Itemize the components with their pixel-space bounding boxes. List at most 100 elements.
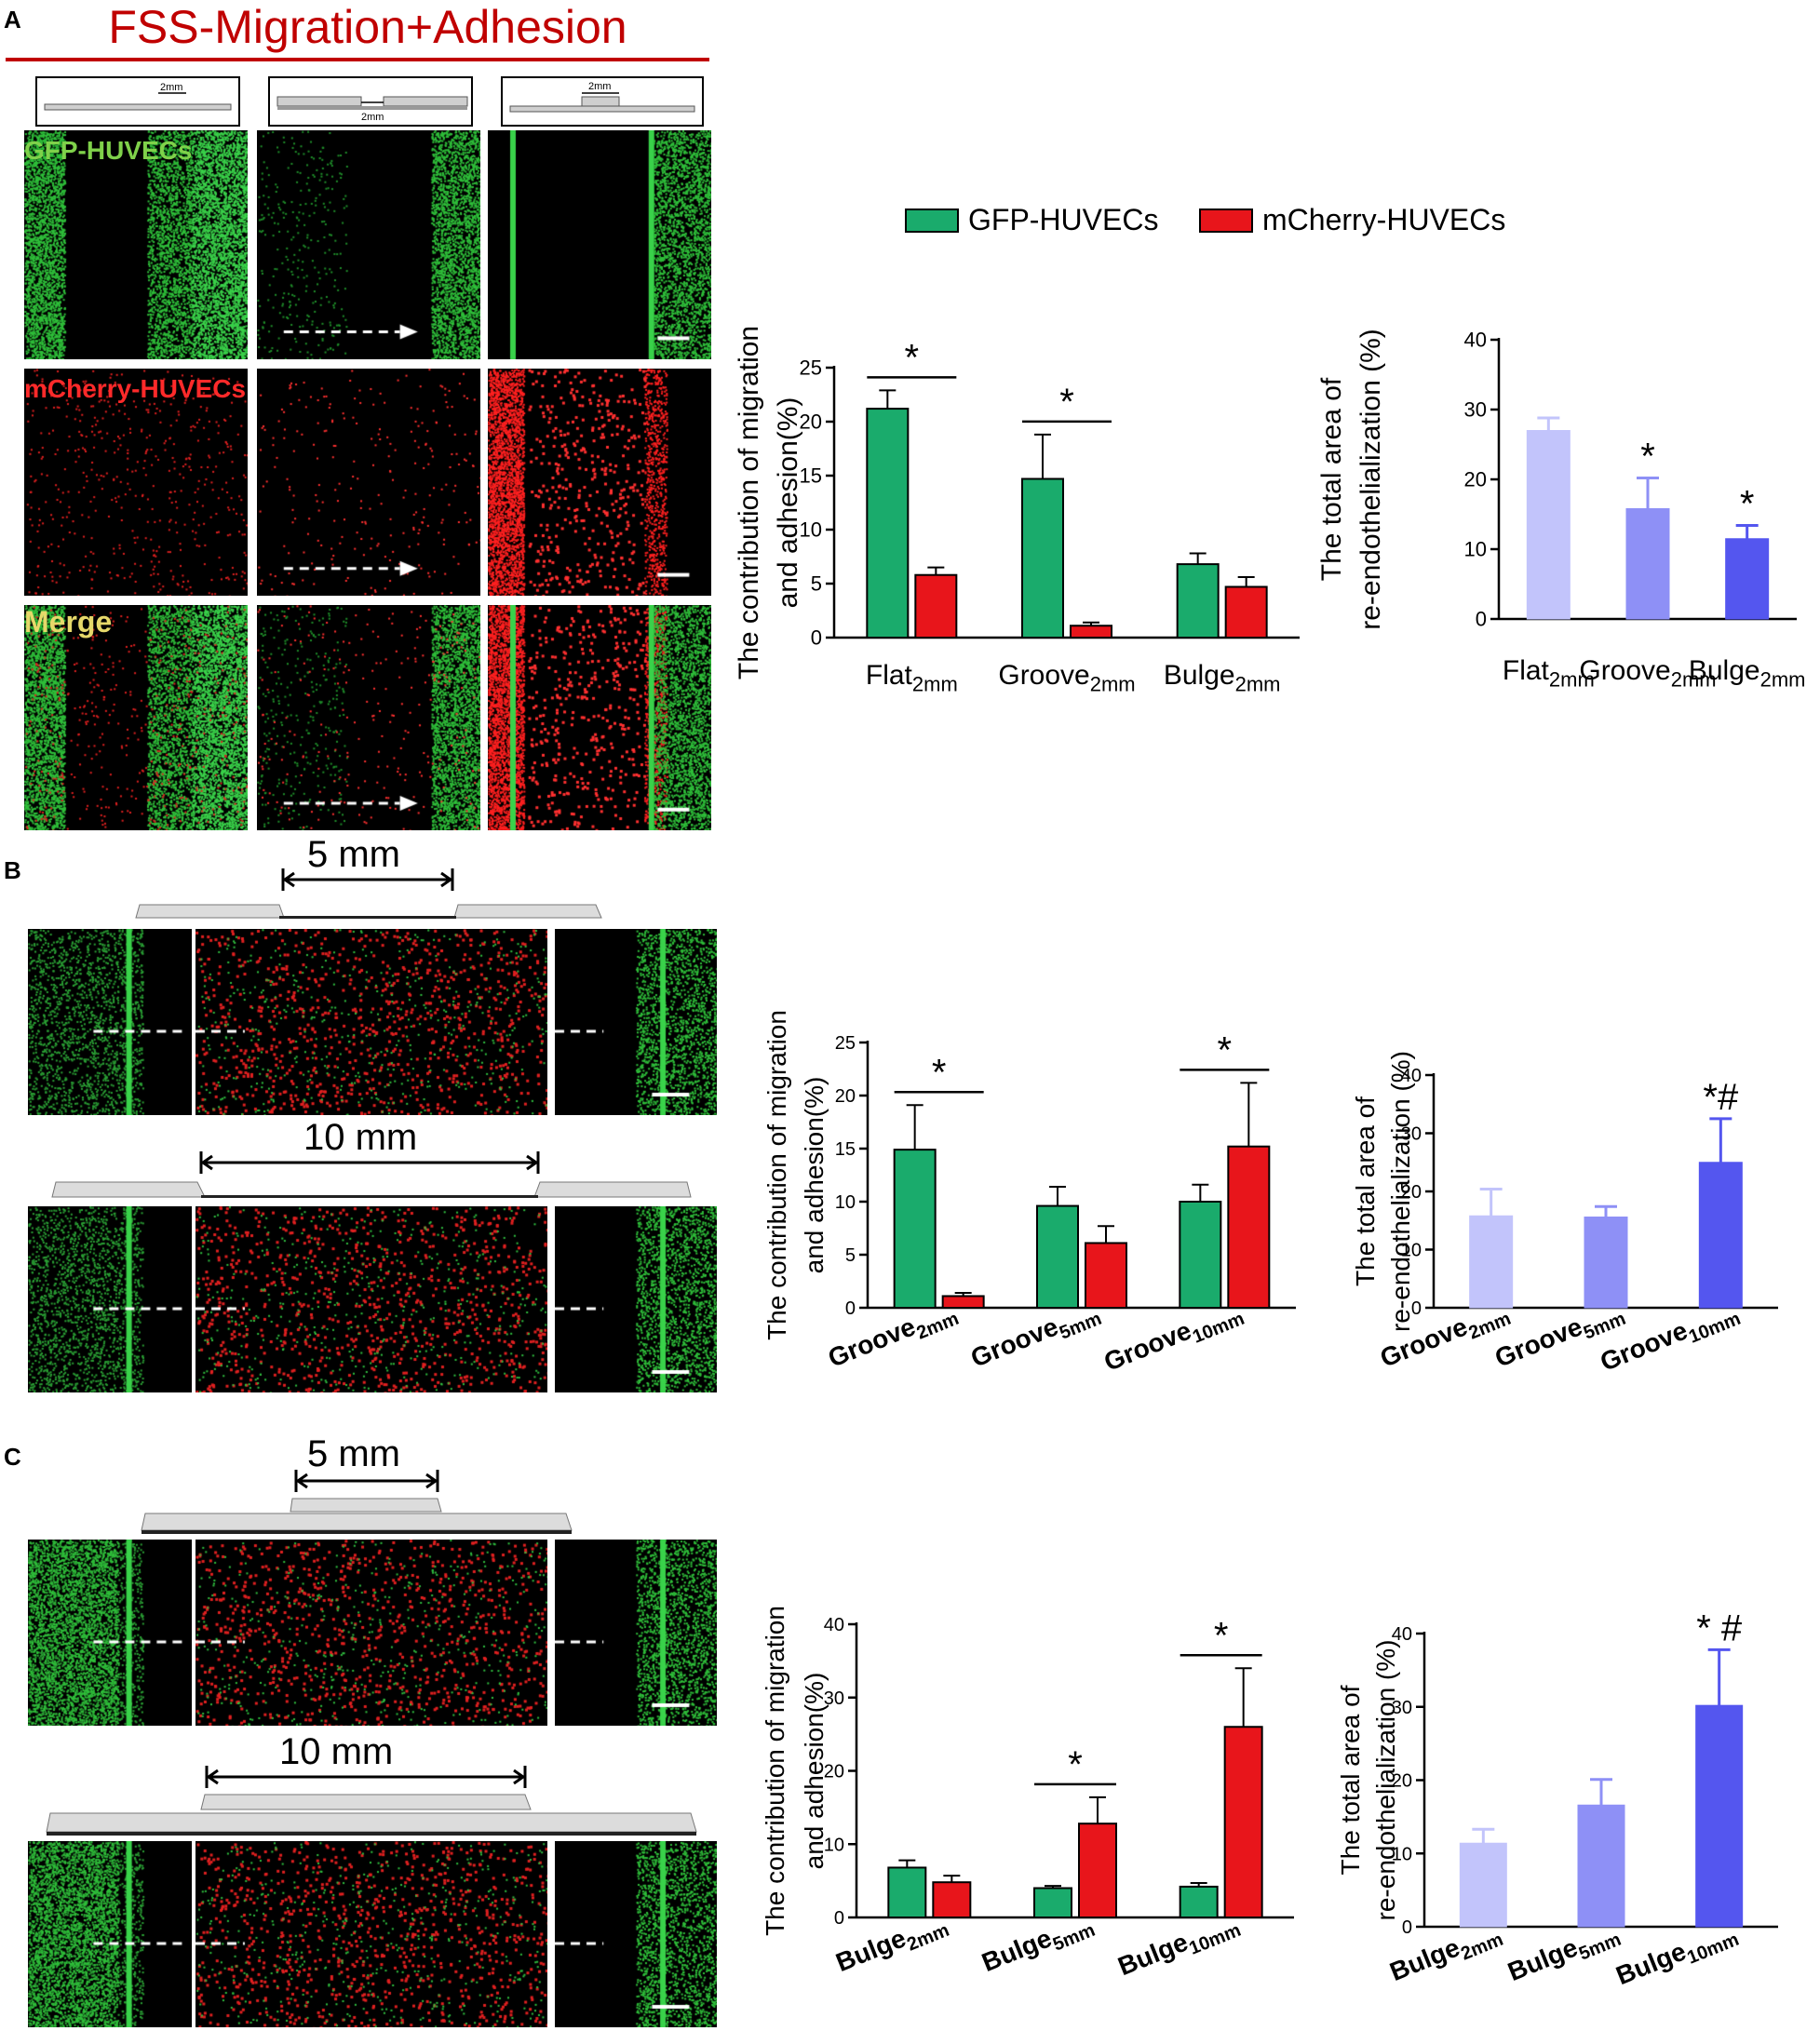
y-tick-label: 20 — [835, 1086, 856, 1107]
dim-c-5mm: 5 mm — [307, 1433, 400, 1474]
micrograph-b-5mm-right — [555, 929, 717, 1115]
bar — [1227, 1145, 1271, 1309]
micrograph-a-merge-groove — [257, 605, 480, 830]
bar — [1033, 1887, 1072, 1918]
bar — [887, 1866, 927, 1919]
bar — [1070, 625, 1112, 639]
title-underline — [6, 58, 709, 61]
micrograph-c-10mm-left — [28, 1841, 192, 2027]
y-tick-label: 5 — [811, 572, 822, 596]
micrograph-a-gfp-flat — [24, 130, 248, 359]
inset-flat: 2mm — [35, 76, 240, 127]
micrograph-c-5mm-right — [555, 1540, 717, 1726]
significance-mark: * — [905, 337, 920, 378]
y-tick-label: 20 — [800, 410, 822, 434]
inset-bulge-label: 2mm — [588, 81, 611, 92]
y-tick-label: 10 — [835, 1192, 856, 1213]
y-axis-label: and adhesion(%) — [800, 1077, 829, 1274]
y-tick-label: 40 — [1401, 1066, 1422, 1086]
y-axis-label: The contribution of migration — [762, 1010, 791, 1340]
y-tick-label: 10 — [800, 518, 822, 542]
micrograph-a-mch-flat — [24, 369, 248, 596]
micrograph-b-10mm-left — [28, 1206, 192, 1392]
x-tick-subscript: 5mm — [1581, 1309, 1629, 1344]
micrograph-a-gfp-bulge — [488, 130, 711, 359]
x-tick-label: Bulge10mm — [1114, 1907, 1245, 1986]
y-axis-label: re-endothelialization (%) — [1386, 1051, 1415, 1332]
x-tick-label: Flat2mm — [1503, 655, 1595, 692]
legend: GFP-HUVECs mCherry-HUVECs — [903, 203, 1545, 240]
bar — [893, 1149, 937, 1309]
bar — [932, 1881, 972, 1919]
bar — [1021, 477, 1064, 639]
bar — [1584, 1217, 1628, 1309]
bar — [1526, 430, 1571, 620]
y-tick-label: 30 — [1392, 1698, 1412, 1718]
micrograph-a-merge-bulge — [488, 605, 711, 830]
x-tick-subscript: 5mm — [1057, 1309, 1105, 1344]
micrograph-c-10mm-center — [195, 1841, 547, 2027]
inset-groove: 2mm — [268, 76, 473, 127]
x-tick-subscript: 5mm — [1576, 1930, 1625, 1965]
x-tick-subscript: 2mm — [1549, 668, 1595, 692]
y-axis-label: The contribution of migration — [734, 326, 764, 679]
micrograph-a-gfp-groove — [257, 130, 480, 359]
bar — [1725, 538, 1770, 620]
panel-letter-a: A — [4, 6, 21, 34]
y-axis-label: and adhesion(%) — [773, 397, 803, 609]
significance-mark: * — [1218, 1029, 1233, 1070]
bulge-diagram-c-5mm — [141, 1498, 573, 1534]
significance-mark: * — [1640, 437, 1655, 477]
y-tick-label: 20 — [1401, 1182, 1422, 1203]
y-axis-label: re-endothelialization (%) — [1355, 329, 1386, 630]
bar — [1085, 1242, 1127, 1309]
x-tick-subscript: 2mm — [914, 1309, 963, 1344]
chart-group: 0 10 20 30 40 The total area of re-endothelial… — [1316, 329, 1805, 692]
y-axis-label: and adhesion(%) — [800, 1673, 829, 1870]
micrograph-c-5mm-left — [28, 1540, 192, 1726]
dim-arrow-b-10mm — [199, 1151, 540, 1174]
dim-arrow-c-5mm — [294, 1470, 439, 1492]
x-tick-subscript: 10mm — [1686, 1309, 1744, 1348]
inset-bulge: 2mm — [501, 76, 704, 127]
dim-c-10mm: 10 mm — [279, 1731, 394, 1772]
significance-mark: * — [1740, 484, 1755, 525]
chart-a-area: 0 10 20 30 40 The total area of re-endothelial… — [1316, 329, 1805, 692]
bar — [1036, 1204, 1079, 1309]
x-tick-subscript: 10mm — [1190, 1309, 1247, 1348]
x-tick-label: Bulge10mm — [1612, 1917, 1743, 1996]
legend-label-mcherry: mCherry-HUVECs — [1262, 203, 1506, 236]
bar — [1459, 1842, 1507, 1928]
y-axis-label: re-endothelialization (%) — [1371, 1640, 1400, 1921]
micrograph-b-5mm-center — [195, 929, 547, 1115]
y-tick-label: 0 — [1411, 1298, 1422, 1319]
inset-groove-label: 2mm — [361, 112, 384, 123]
legend-swatch-gfp — [905, 208, 959, 233]
y-tick-label: 15 — [800, 464, 822, 488]
y-tick-label: 10 — [1401, 1241, 1422, 1261]
bar — [866, 408, 910, 639]
bar — [914, 573, 958, 639]
bar — [1176, 563, 1220, 639]
y-tick-label: 30 — [824, 1688, 844, 1709]
y-tick-label: 15 — [835, 1139, 856, 1160]
significance-mark: * — [1068, 1744, 1083, 1785]
y-tick-label: 40 — [1392, 1624, 1412, 1645]
panel-letter-b: B — [4, 856, 21, 884]
micrograph-b-5mm-left — [28, 929, 192, 1115]
micrograph-c-5mm-center — [195, 1540, 547, 1726]
legend-label-gfp: GFP-HUVECs — [968, 203, 1159, 236]
x-tick-subscript: 2mm — [1235, 673, 1281, 696]
y-axis-label: The contribution of migration — [761, 1606, 789, 1936]
y-axis-label: The total area of — [1351, 1096, 1380, 1286]
figure-title: FSS-Migration+Adhesion — [108, 1, 627, 53]
bar — [1078, 1823, 1117, 1919]
y-tick-label: 25 — [800, 356, 822, 380]
x-tick-label: Groove2mm — [1579, 655, 1716, 692]
y-tick-label: 0 — [1476, 608, 1487, 631]
bar — [1224, 585, 1268, 639]
panel-letter-c: C — [4, 1443, 21, 1471]
x-tick-subscript: 2mm — [1760, 668, 1806, 692]
chart-c-area: 0 10 20 30 40 The total area of re-endothelial… — [1336, 1607, 1778, 1996]
bar — [1695, 1704, 1744, 1928]
